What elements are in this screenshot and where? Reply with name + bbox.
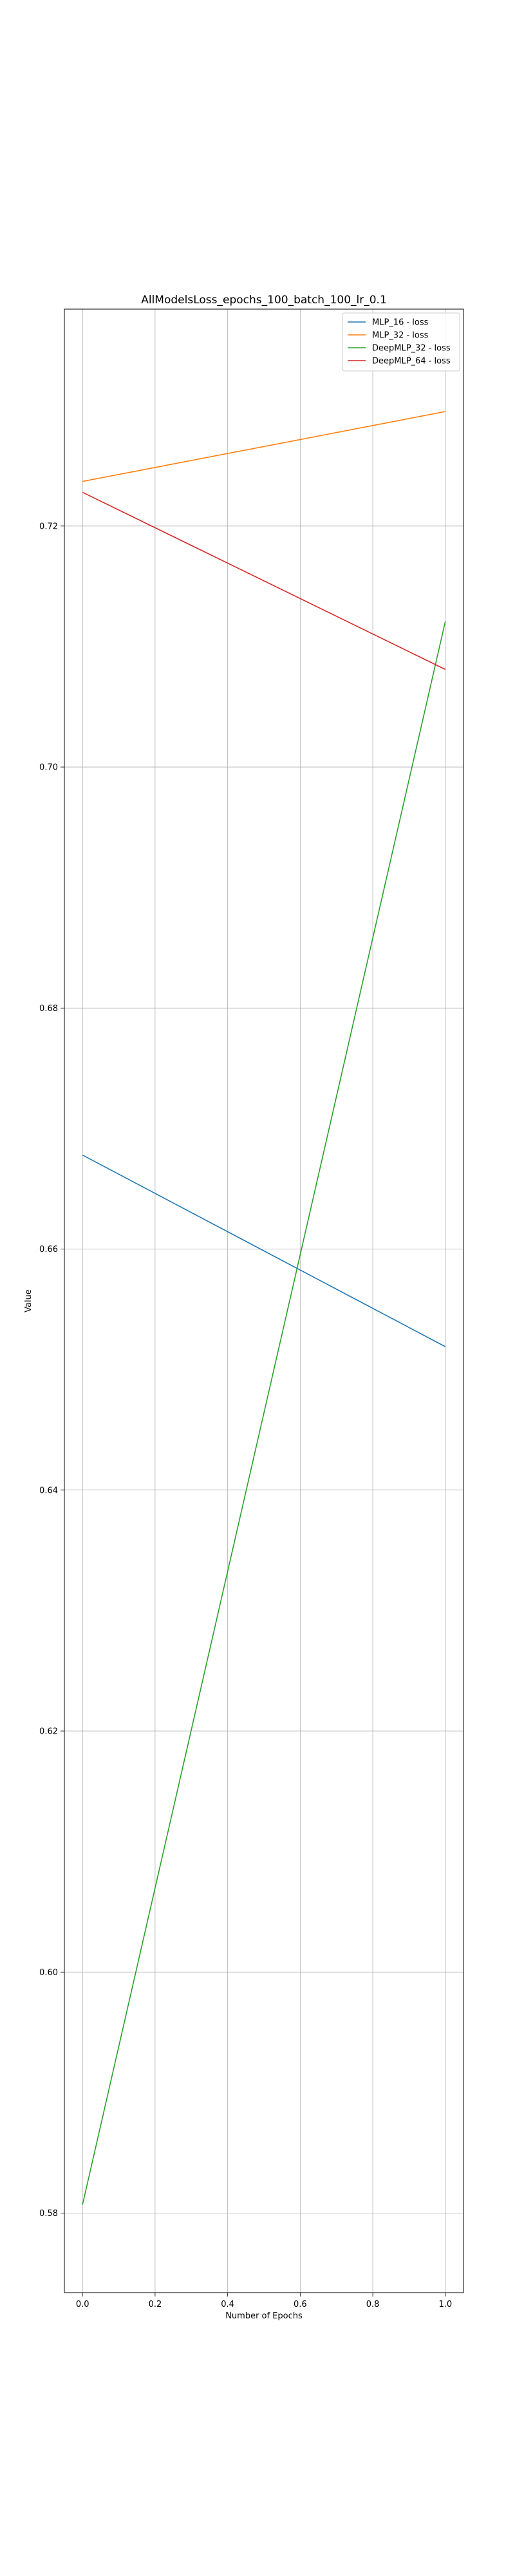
plot-frame	[64, 308, 464, 2293]
legend-label: DeepMLP_32 - loss	[372, 344, 451, 354]
series-line-0	[82, 1154, 446, 1347]
y-axis-ticks: 0.58 0.60 0.62 0.64 0.66 0.68 0.70 0.72	[39, 522, 64, 2219]
x-tick-label: 0.6	[294, 2300, 307, 2309]
x-tick-label: 0.8	[366, 2300, 380, 2309]
y-tick-label: 0.60	[39, 1968, 58, 1978]
x-tick-label: 0.0	[76, 2300, 89, 2309]
legend-label: DeepMLP_64 - loss	[372, 357, 451, 366]
y-tick-label: 0.66	[39, 1245, 58, 1255]
x-tick-label: 0.4	[221, 2300, 234, 2309]
legend-label: MLP_16 - loss	[372, 318, 429, 328]
legend-box	[342, 312, 460, 372]
series-line-2	[82, 621, 446, 2205]
x-tick-label: 1.0	[438, 2300, 452, 2309]
chart-title: AllModelsLoss_epochs_100_batch_100_lr_0.…	[141, 294, 387, 307]
grid-lines	[64, 309, 464, 2293]
series-line-1	[82, 411, 445, 482]
legend: MLP_16 - loss MLP_32 - loss DeepMLP_32 - l…	[342, 312, 460, 372]
x-axis-label: Number of Epochs	[225, 2311, 303, 2321]
y-tick-label: 0.58	[39, 2209, 58, 2219]
y-tick-label: 0.64	[39, 1486, 58, 1495]
y-tick-label: 0.68	[39, 1004, 58, 1014]
y-tick-label: 0.72	[39, 522, 58, 531]
y-tick-label: 0.70	[39, 763, 58, 773]
series-lines	[82, 411, 446, 2205]
y-axis-label: Value	[24, 1289, 33, 1312]
y-tick-label: 0.62	[39, 1727, 58, 1737]
x-axis-ticks: 0.0 0.2 0.4 0.6 0.8 1.0	[76, 2293, 452, 2309]
x-tick-label: 0.2	[149, 2300, 162, 2309]
series-line-3	[82, 491, 446, 670]
legend-label: MLP_32 - loss	[372, 331, 429, 341]
